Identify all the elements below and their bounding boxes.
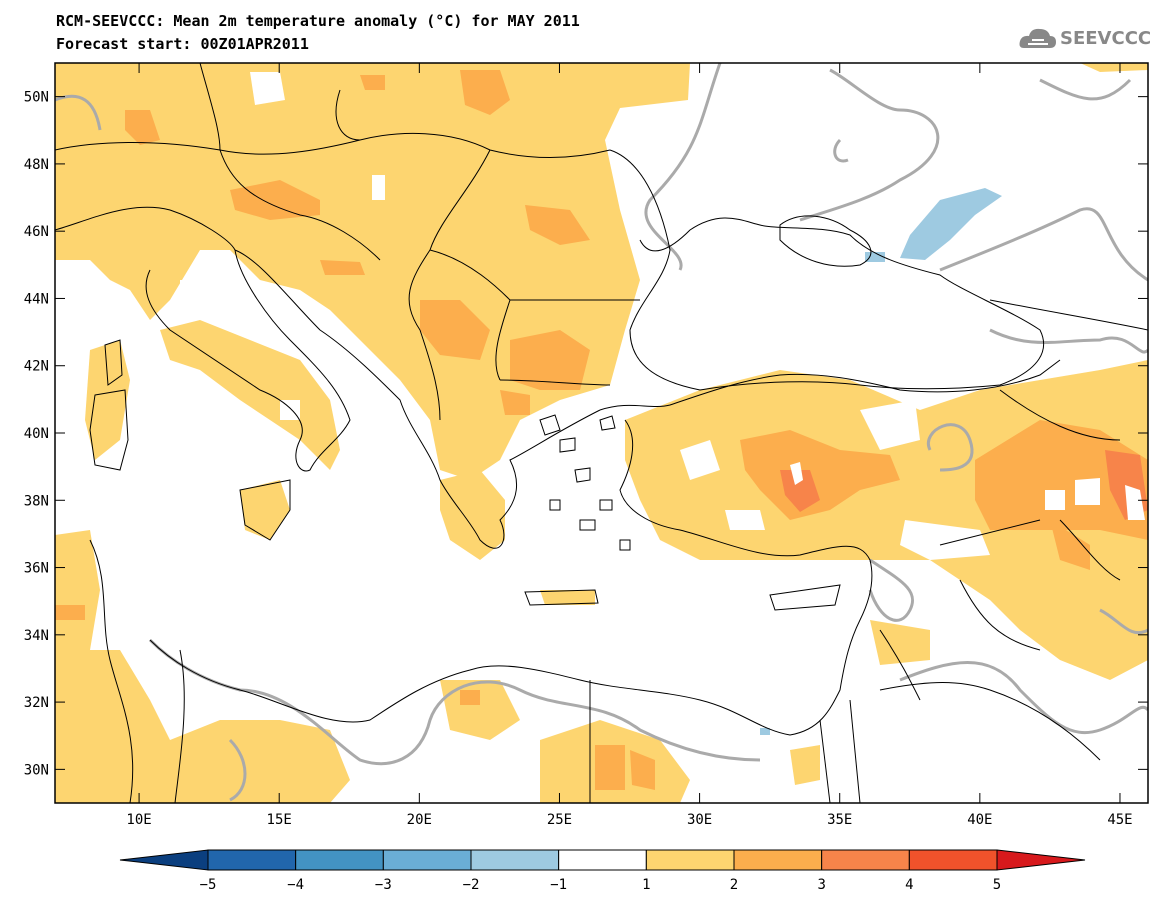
lat-tick-label: 34N <box>24 628 49 644</box>
colorbar-swatch <box>558 849 647 871</box>
coastlines-and-borders <box>55 63 1148 803</box>
colorbar-label: 2 <box>730 877 738 893</box>
lat-tick-label: 50N <box>24 90 49 106</box>
lon-tick-label: 10E <box>126 812 151 828</box>
lon-tick-label: 35E <box>827 812 852 828</box>
colorbar-label: 5 <box>993 877 1001 893</box>
lat-tick-label: 48N <box>24 157 49 173</box>
colorbar-min-extension <box>119 849 209 871</box>
anomaly-region-azov-cold <box>900 188 1002 260</box>
lon-tick-label: 30E <box>687 812 712 828</box>
anomaly-fill-layer <box>55 63 1148 803</box>
colorbar-label: 4 <box>905 877 913 893</box>
colorbar-label: −3 <box>375 877 392 893</box>
longitude-axis: 10E 15E 20E 25E 30E 35E 40E 45E <box>126 63 1133 828</box>
lat-tick-label: 38N <box>24 493 49 509</box>
colorbar-label: 3 <box>817 877 825 893</box>
latitude-axis: 50N 48N 46N 44N 42N 40N 38N 36N 34N 32N 30N <box>24 90 1148 778</box>
colorbar-swatch <box>645 849 735 871</box>
lat-tick-label: 44N <box>24 291 49 307</box>
colorbar-swatch <box>908 849 998 871</box>
cloud-logo-icon <box>1019 28 1056 48</box>
zero-contours <box>55 63 1148 802</box>
map-title: RCM-SEEVCCC: Mean 2m temperature anomaly… <box>56 12 580 30</box>
lon-tick-label: 20E <box>407 812 432 828</box>
colorbar-swatch <box>733 849 823 871</box>
colorbar-swatch <box>207 849 297 871</box>
lon-tick-label: 15E <box>267 812 292 828</box>
lon-tick-label: 45E <box>1107 812 1132 828</box>
colorbar-label: −1 <box>550 877 567 893</box>
colorbar-label: −4 <box>287 877 304 893</box>
colorbar-swatch <box>821 849 910 871</box>
lon-tick-label: 40E <box>967 812 992 828</box>
colorbar-swatch <box>295 849 384 871</box>
colorbar-swatch <box>470 849 560 871</box>
colorbar-max-extension <box>996 849 1086 871</box>
colorbar: −5 −4 −3 −2 −1 1 2 3 4 5 <box>119 849 1086 893</box>
colorbar-label: 1 <box>642 877 650 893</box>
lat-tick-label: 30N <box>24 762 49 778</box>
anomaly-region-north-africa <box>55 530 350 803</box>
colorbar-label: −5 <box>200 877 217 893</box>
colorbar-swatch <box>382 849 472 871</box>
lat-tick-label: 46N <box>24 224 49 240</box>
seevccc-logo-text: SEEVCCC <box>1060 28 1152 49</box>
colorbar-label: −2 <box>463 877 480 893</box>
lon-tick-label: 25E <box>547 812 572 828</box>
lat-tick-label: 36N <box>24 561 49 577</box>
lat-tick-label: 42N <box>24 359 49 375</box>
lat-tick-label: 40N <box>24 426 49 442</box>
lat-tick-label: 32N <box>24 695 49 711</box>
forecast-start-subtitle: Forecast start: 00Z01APR2011 <box>56 35 309 53</box>
